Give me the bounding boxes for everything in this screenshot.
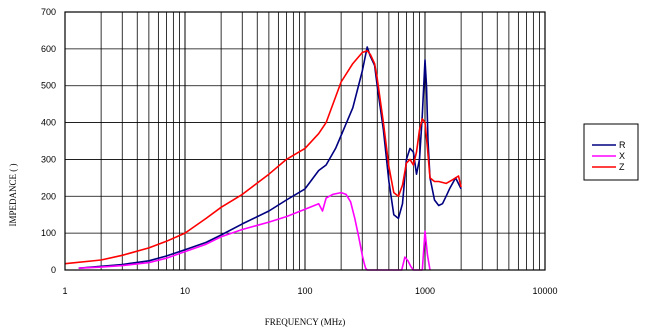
x-tick-label: 1000 [415, 286, 435, 296]
y-tick-label: 0 [51, 265, 56, 275]
x-tick-label: 100 [297, 286, 312, 296]
y-axis-title: IMPEDANCE ( ) [8, 164, 18, 227]
grid [64, 11, 545, 271]
plot-frame [64, 11, 546, 271]
y-tick-label: 300 [41, 154, 56, 164]
x-tick-label: 10000 [532, 286, 557, 296]
x-tick-label: 10 [180, 286, 190, 296]
legend: RXZ [583, 123, 639, 181]
series-line-x [78, 191, 431, 271]
legend-label-r: R [619, 140, 626, 150]
series-line-z [64, 49, 462, 265]
y-tick-label: 500 [41, 81, 56, 91]
series-line-r [78, 46, 462, 269]
y-tick-label: 400 [41, 118, 56, 128]
y-tick-labels: 0 100 200 300 400 500 600 700 [41, 7, 56, 275]
x-tick-labels: 1 10 100 1000 10000 [62, 286, 557, 296]
y-tick-label: 600 [41, 44, 56, 54]
y-tick-label: 200 [41, 191, 56, 201]
series-layer [64, 46, 462, 271]
legend-box [583, 123, 639, 181]
y-tick-label: 700 [41, 7, 56, 17]
x-tick-label: 1 [62, 286, 67, 296]
legend-label-x: X [619, 151, 625, 161]
y-tick-label: 100 [41, 228, 56, 238]
legend-label-z: Z [619, 162, 625, 172]
x-axis-title: FREQUENCY (MHz) [265, 317, 345, 327]
